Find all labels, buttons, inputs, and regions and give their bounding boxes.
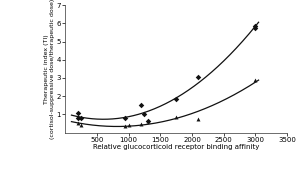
- Point: [126, 124, 131, 126]
- Point: [79, 116, 83, 119]
- Point: [253, 25, 258, 27]
- Point: [253, 78, 258, 81]
- Point: [75, 122, 80, 125]
- X-axis label: Relative glucocorticoid receptor binding affinity: Relative glucocorticoid receptor binding…: [93, 144, 259, 150]
- Point: [79, 124, 83, 126]
- Point: [196, 76, 201, 78]
- Point: [145, 120, 150, 123]
- Point: [145, 119, 150, 122]
- Point: [123, 117, 128, 120]
- Point: [174, 98, 178, 101]
- Point: [139, 104, 144, 107]
- Point: [123, 124, 128, 127]
- Point: [75, 117, 80, 120]
- Point: [196, 118, 201, 120]
- Point: [142, 113, 147, 115]
- Point: [75, 112, 80, 115]
- Point: [253, 27, 258, 29]
- Y-axis label: Therapeutic index (TI)
(cortisol-suppressive dose/therapeutic dose): Therapeutic index (TI) (cortisol-suppres…: [44, 0, 55, 139]
- Point: [139, 123, 144, 125]
- Point: [174, 116, 178, 118]
